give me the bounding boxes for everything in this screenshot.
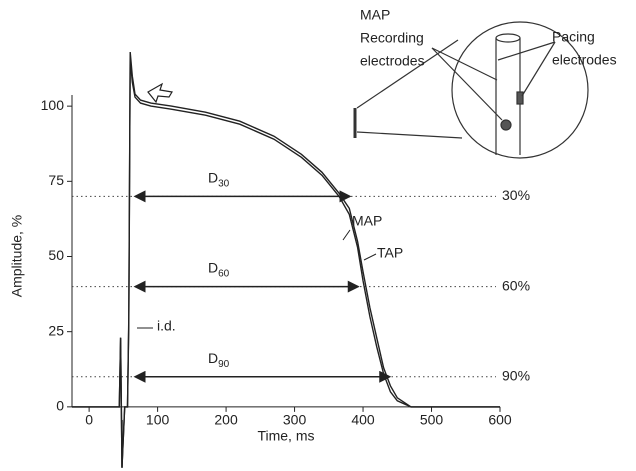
annotation-label: i.d. [157, 318, 176, 334]
duration-name: D [208, 259, 218, 275]
y-tick-label: 75 [48, 172, 64, 188]
level-label: 30% [502, 187, 530, 203]
inset-label: electrodes [552, 52, 617, 68]
x-tick-label: 300 [283, 412, 307, 428]
y-tick-label: 100 [41, 97, 65, 113]
duration-subscript: 30 [218, 178, 230, 189]
duration-label: D60 [208, 259, 230, 279]
duration-subscript: 60 [218, 268, 230, 279]
inset-label: MAP [360, 7, 390, 23]
series-label: TAP [377, 245, 403, 261]
duration-label: D30 [208, 169, 230, 189]
series-pointer [363, 253, 377, 261]
inset [353, 21, 589, 159]
level-label: 90% [502, 367, 530, 383]
x-tick-label: 600 [488, 412, 512, 428]
series-label: MAP [352, 213, 382, 229]
y-tick-label: 25 [48, 322, 64, 338]
duration-subscript: 90 [218, 358, 230, 369]
series-pointer [342, 229, 351, 241]
y-axis-label: Amplitude, % [9, 215, 25, 297]
level-label: 60% [502, 277, 530, 293]
x-tick-label: 400 [351, 412, 375, 428]
x-tick-label: 100 [146, 412, 170, 428]
x-tick-label: 0 [85, 412, 93, 428]
x-axis-label: Time, ms [257, 428, 314, 444]
inset-label: Recording [360, 30, 424, 46]
duration-name: D [208, 349, 218, 365]
duration-name: D [208, 169, 218, 185]
duration-label: D90 [208, 349, 230, 369]
x-tick-label: 500 [420, 412, 444, 428]
inset-label: electrodes [360, 53, 425, 69]
arrow-annotation [147, 82, 173, 104]
x-tick-label: 200 [214, 412, 238, 428]
y-tick-label: 50 [48, 247, 64, 263]
y-tick-label: 0 [56, 398, 64, 414]
line [72, 51, 500, 468]
line [72, 57, 500, 468]
inset-label: Pacing [552, 29, 595, 45]
